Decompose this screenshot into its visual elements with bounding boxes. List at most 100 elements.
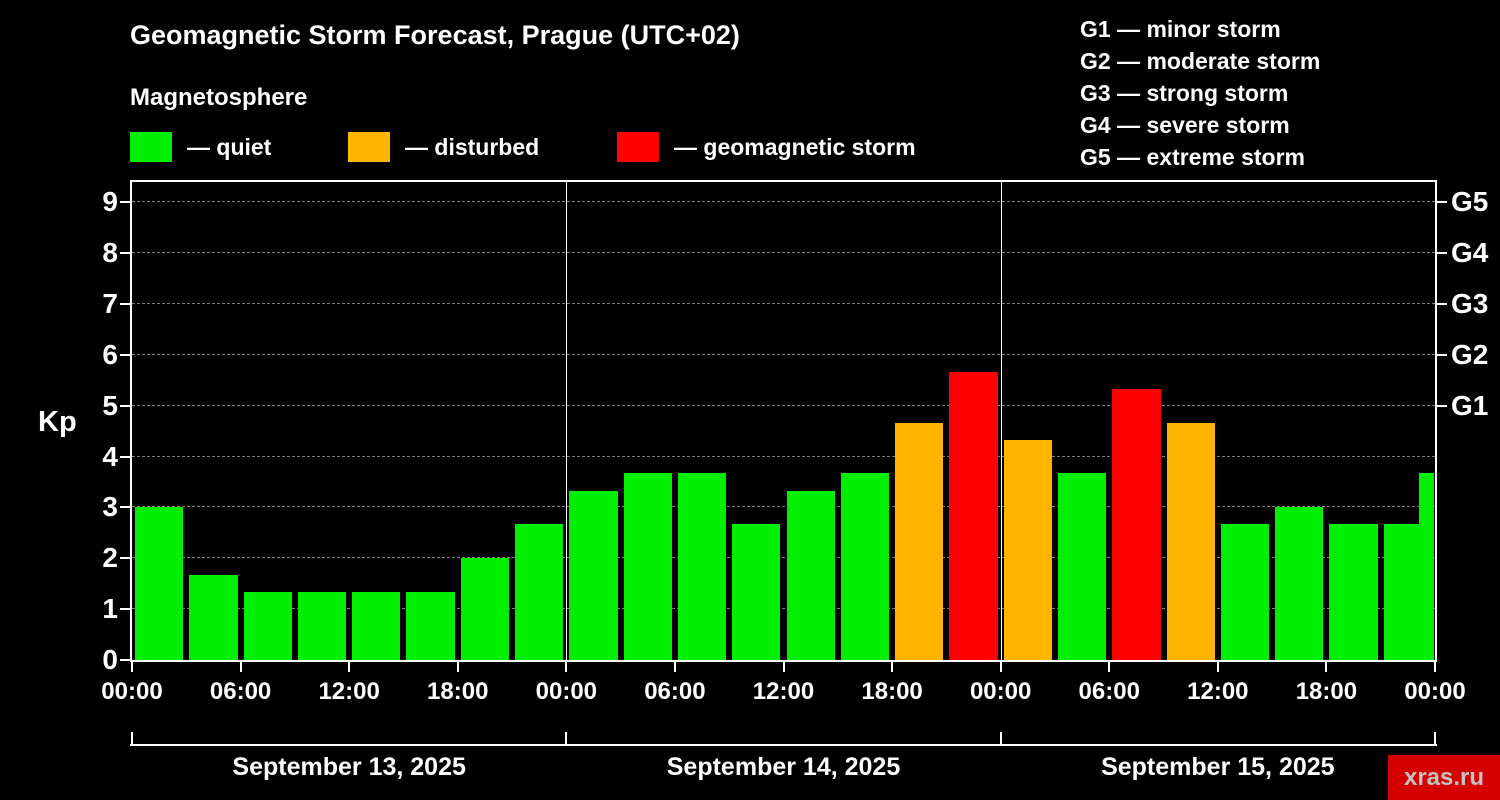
time-tick-mark <box>1216 662 1219 672</box>
gridline-kp-4 <box>132 455 1435 457</box>
time-tick-label: 18:00 <box>427 678 489 705</box>
y-tick-label: 4 <box>102 440 118 472</box>
date-tick-mark <box>565 732 568 744</box>
time-tick-mark <box>891 662 894 672</box>
y-tick-label: 7 <box>102 288 118 320</box>
y-axis-title: Kp <box>38 406 77 438</box>
kp-bar <box>677 473 727 660</box>
kp-bar <box>949 371 998 660</box>
time-tick-label: 06:00 <box>209 678 272 705</box>
y-tick-mark <box>120 252 130 255</box>
status-legend: — quiet — disturbed — geomagnetic storm <box>130 131 916 163</box>
kp-bar <box>1220 524 1270 660</box>
time-tick-label: 06:00 <box>1078 678 1140 705</box>
watermark-link[interactable]: xras.ru <box>1388 755 1500 800</box>
time-tick-label: 00:00 <box>969 678 1032 705</box>
kp-bar <box>352 592 401 660</box>
y-tick-mark <box>120 455 130 458</box>
g-legend-line-3: G3 — strong storm <box>1080 80 1289 106</box>
kp-bar <box>786 490 835 660</box>
date-tick-mark <box>999 732 1002 744</box>
time-tick-mark <box>348 662 351 672</box>
date-label: September 14, 2025 <box>666 753 901 781</box>
legend-label-storm: — geomagnetic storm <box>674 133 916 160</box>
day-separator <box>1000 182 1002 660</box>
time-tick-mark <box>782 662 785 672</box>
day-separator <box>566 182 568 660</box>
kp-bar <box>1329 524 1378 660</box>
gridline-kp-3 <box>132 506 1435 508</box>
time-tick-label: 18:00 <box>1295 678 1358 705</box>
date-label: September 15, 2025 <box>1101 753 1335 781</box>
kp-bar <box>623 473 672 660</box>
disturbed-color-swatch <box>348 132 390 162</box>
time-tick-mark <box>565 662 568 672</box>
kp-bar-partial <box>1419 473 1434 660</box>
y-tick-mark <box>120 506 130 509</box>
y-tick-mark <box>120 659 130 661</box>
kp-bar <box>1275 507 1324 660</box>
gridline-kp-9 <box>132 201 1435 203</box>
g-tick-label: G5 <box>1451 186 1489 218</box>
y-tick-label: 6 <box>102 338 118 370</box>
y-tick-label: 8 <box>102 237 118 269</box>
time-tick-mark <box>1108 662 1111 672</box>
legend-label-quiet: — quiet <box>187 133 272 160</box>
y-tick-label: 9 <box>102 186 118 218</box>
g-legend-line-1: G1 — minor storm <box>1080 16 1281 42</box>
time-tick-mark <box>131 662 133 672</box>
g-tick-label: G3 <box>1451 288 1489 320</box>
legend-item-disturbed: — disturbed <box>348 132 617 162</box>
time-tick-label: 00:00 <box>535 678 598 705</box>
kp-bar <box>1003 439 1052 660</box>
kp-bar <box>840 473 890 660</box>
kp-bar <box>460 558 510 660</box>
date-label: September 13, 2025 <box>232 753 466 781</box>
time-tick-label: 00:00 <box>1404 678 1466 705</box>
y-tick-mark <box>120 404 130 407</box>
kp-bar <box>569 490 618 660</box>
magnetosphere-label: Magnetosphere <box>130 84 308 111</box>
gridline-kp-8 <box>132 252 1435 254</box>
y-tick-mark <box>120 608 130 611</box>
y-tick-label: 1 <box>102 593 118 625</box>
g-legend-line-4: G4 — severe storm <box>1080 112 1290 138</box>
kp-bar <box>732 524 781 660</box>
time-tick-label: 12:00 <box>1187 678 1249 705</box>
gridline-kp-7 <box>132 303 1435 305</box>
time-tick-mark <box>1325 662 1328 672</box>
time-tick-mark <box>239 662 242 672</box>
kp-bar <box>515 524 564 660</box>
gridline-kp-1 <box>132 608 1435 610</box>
kp-bar <box>1057 473 1107 660</box>
time-tick-label: 18:00 <box>861 678 923 705</box>
kp-bar <box>243 592 292 660</box>
time-tick-mark <box>1434 662 1436 672</box>
date-tick-mark <box>1434 732 1436 744</box>
gridline-kp-6 <box>132 353 1435 355</box>
y-tick-mark <box>120 557 130 560</box>
time-tick-label: 12:00 <box>752 678 815 705</box>
legend-label-disturbed: — disturbed <box>405 133 540 160</box>
g-tick-mark <box>1437 353 1447 356</box>
date-tick-mark <box>131 732 133 744</box>
g-legend-line-2: G2 — moderate storm <box>1080 48 1321 74</box>
g-tick-label: G4 <box>1451 237 1489 269</box>
g-tick-mark <box>1437 404 1447 407</box>
kp-bar <box>1166 422 1215 660</box>
g-scale-legend: G1 — minor storm G2 — moderate storm G3 — … <box>1080 13 1320 173</box>
kp-bar <box>135 507 184 660</box>
chart-title: Geomagnetic Storm Forecast, Prague (UTC+… <box>130 20 740 50</box>
time-tick-mark <box>673 662 676 672</box>
kp-bar <box>297 592 347 660</box>
kp-bar <box>406 592 455 660</box>
time-tick-mark <box>999 662 1002 672</box>
y-tick-label: 0 <box>102 644 118 675</box>
legend-item-storm: — geomagnetic storm <box>617 132 916 162</box>
g-tick-label: G1 <box>1451 389 1489 421</box>
y-tick-mark <box>120 353 130 356</box>
date-axis-line <box>130 744 1437 746</box>
legend-item-quiet: — quiet <box>130 132 348 162</box>
g-tick-mark <box>1437 201 1447 204</box>
y-tick-mark <box>120 303 130 306</box>
